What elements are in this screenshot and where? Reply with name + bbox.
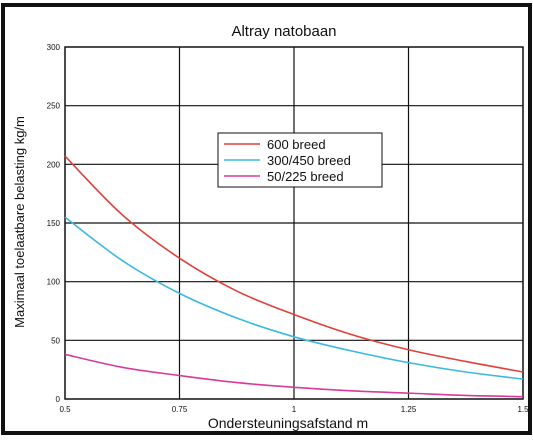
legend-label: 600 breed xyxy=(267,137,326,152)
x-axis-label: Ondersteuningsafstand m xyxy=(208,415,368,431)
series-line-3 xyxy=(64,353,524,398)
x-tick-label: 0.5 xyxy=(59,405,71,414)
y-axis-label: Maximaal toelaatbare belasting kg/m xyxy=(12,116,27,328)
legend-label: 50/225 breed xyxy=(267,169,344,184)
series-line-1 xyxy=(64,155,524,373)
series-line-2 xyxy=(64,216,524,380)
y-tick-label: 150 xyxy=(47,219,61,228)
y-tick-label: 250 xyxy=(47,102,61,111)
x-tick-label: 1 xyxy=(292,405,297,414)
y-tick-label: 50 xyxy=(51,336,60,345)
outer-frame xyxy=(1,3,532,435)
legend-label: 300/450 breed xyxy=(267,153,351,168)
chart-title: Altray natobaan xyxy=(231,23,336,40)
y-tick-label: 200 xyxy=(47,160,61,169)
series-group xyxy=(64,155,524,398)
y-tick-label: 0 xyxy=(56,395,61,404)
axes: 0.5 0.75 1 1.25 1.5 0 50 100 150 200 250 300 xyxy=(47,43,529,414)
grid xyxy=(64,46,524,400)
y-tick-label: 300 xyxy=(47,43,61,52)
y-tick-label: 100 xyxy=(47,278,61,287)
x-tick-label: 1.25 xyxy=(401,405,417,414)
x-tick-label: 1.5 xyxy=(517,405,529,414)
x-tick-label: 0.75 xyxy=(172,405,188,414)
